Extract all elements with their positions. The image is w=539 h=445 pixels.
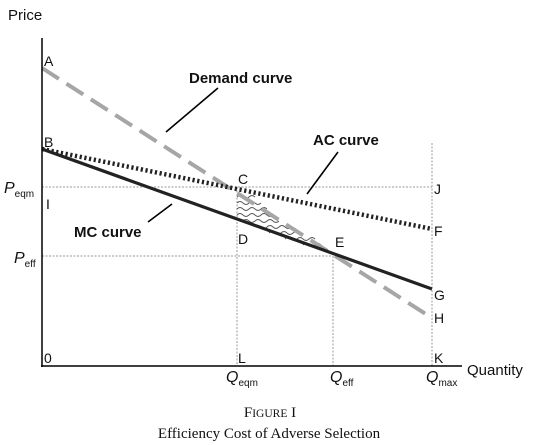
point-c-label: C xyxy=(238,171,248,187)
point-g-label: G xyxy=(434,287,445,303)
origin-label: 0 xyxy=(44,350,52,366)
figure-title: Efficiency Cost of Adverse Selection xyxy=(158,426,381,442)
x-axis-title: Quantity xyxy=(467,362,523,379)
q-eff-label: Qeff xyxy=(330,369,354,389)
p-eff-label: Peff xyxy=(14,250,36,270)
mc-label-pointer xyxy=(147,203,173,223)
point-e-label: E xyxy=(335,234,344,250)
demand-curve-line xyxy=(40,66,434,320)
point-a-label: A xyxy=(44,53,54,69)
ac-label-pointer xyxy=(306,151,339,195)
p-eqm-label: Peqm xyxy=(4,180,34,200)
q-max-label: Qmax xyxy=(426,369,457,389)
demand-label-pointer xyxy=(165,87,219,133)
point-b-label: B xyxy=(44,134,53,150)
point-h-label: H xyxy=(434,310,444,326)
ac-curve-label: AC curve xyxy=(313,132,379,149)
point-l-label: L xyxy=(238,350,246,366)
mc-curve-label: MC curve xyxy=(74,224,142,241)
point-i-label: I xyxy=(46,196,50,212)
point-f-label: F xyxy=(434,223,443,239)
ac-curve-line xyxy=(41,146,433,232)
mc-curve-line xyxy=(41,147,433,291)
point-k-label: K xyxy=(434,350,444,366)
y-axis-title: Price xyxy=(8,7,42,24)
point-j-label: J xyxy=(434,181,441,197)
demand-curve-label: Demand curve xyxy=(189,70,292,87)
figure-number-label: FIGURE I xyxy=(244,405,296,421)
point-d-label: D xyxy=(238,231,248,247)
q-eqm-label: Qeqm xyxy=(226,369,258,389)
